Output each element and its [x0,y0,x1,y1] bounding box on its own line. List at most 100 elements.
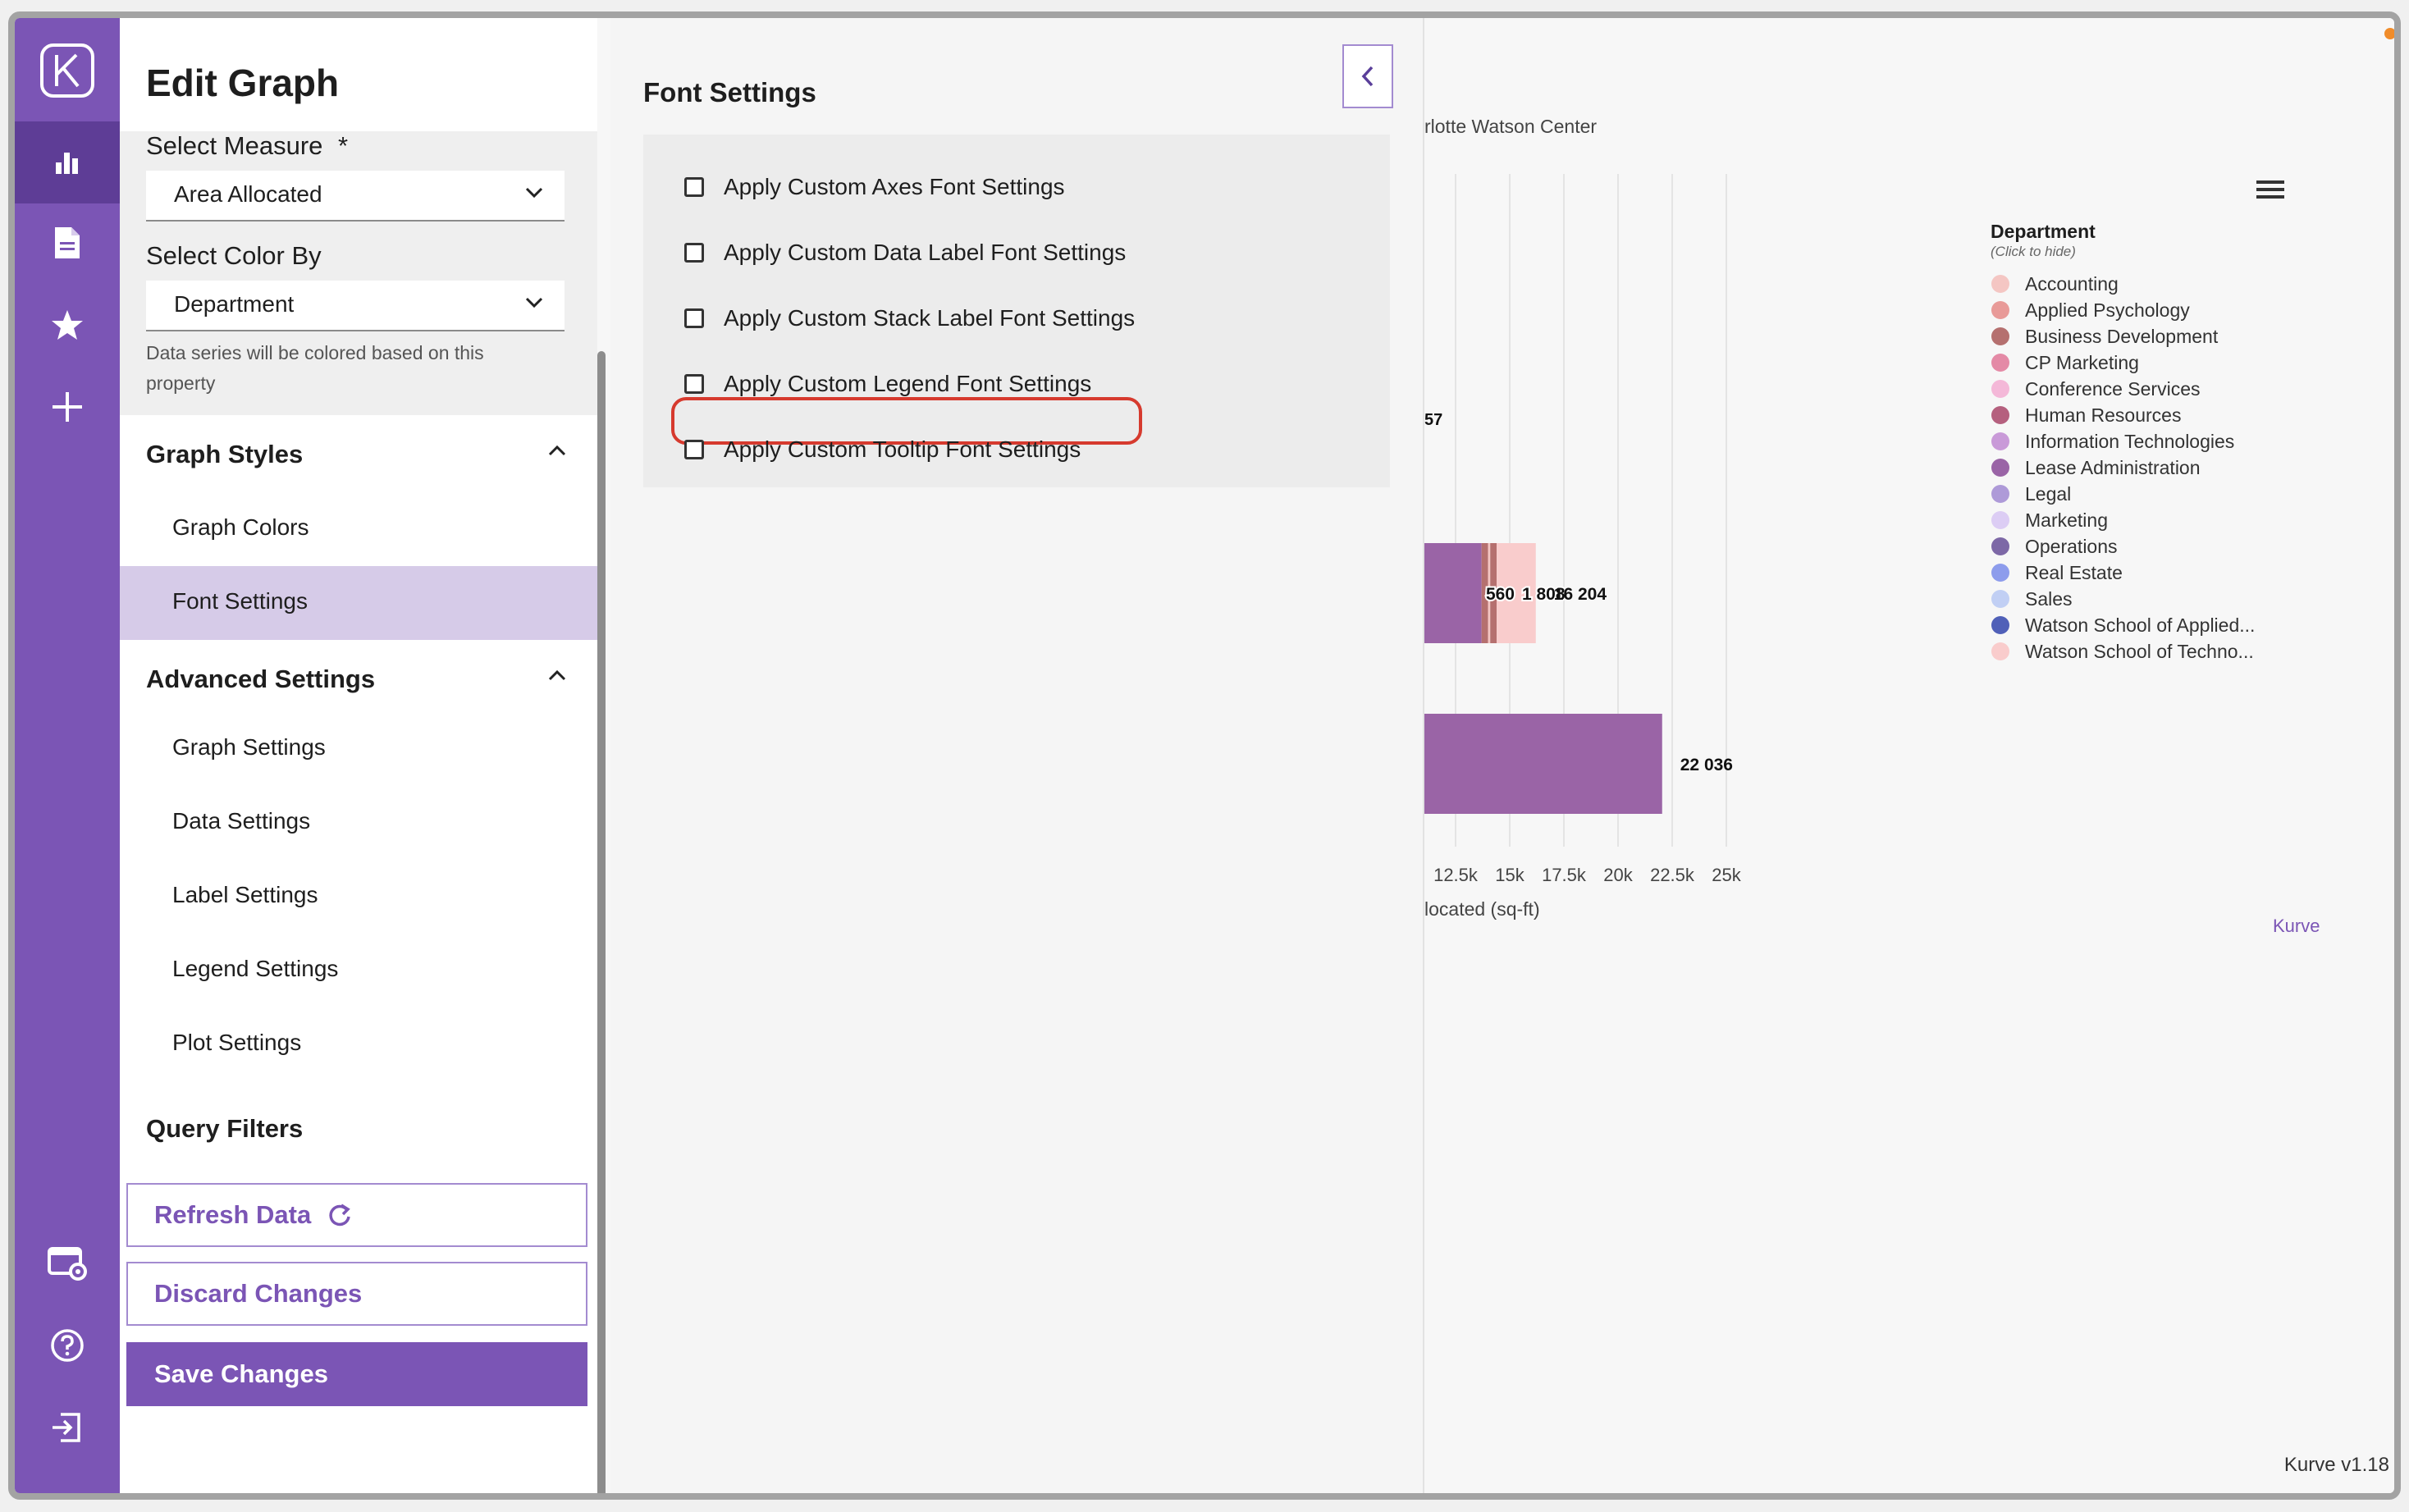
legend-font-checkbox[interactable] [684,374,704,394]
color-by-select[interactable]: Department [146,281,565,331]
nav-legend-settings-label: Legend Settings [172,956,339,981]
legend-swatch [1991,564,2009,582]
query-filters-header[interactable]: Query Filters [146,1114,304,1143]
legend-item[interactable]: Human Resources [1991,404,2181,426]
option-data-label-font[interactable]: Apply Custom Data Label Font Settings [684,236,1126,269]
legend-subtitle: (Click to hide) [1991,244,2076,259]
document-icon[interactable] [41,217,94,269]
help-icon[interactable] [41,1319,94,1372]
x-tick-label: 15k [1495,865,1524,885]
option-legend-font[interactable]: Apply Custom Legend Font Settings [684,368,1091,400]
stack-total-label: 22 036 [1680,756,1733,774]
legend-swatch [1991,327,2009,345]
legend-item[interactable]: Legal [1991,483,2071,505]
chevron-up-icon[interactable] [548,669,566,685]
legend-item[interactable]: Applied Psychology [1991,299,2190,321]
advanced-settings-section: Advanced Settings Graph Settings Data Se… [120,640,597,1099]
chart-legend: Accounting Applied Psychology Business Dev… [1991,273,2255,662]
option-tooltip-font[interactable]: Apply Custom Tooltip Font Settings [684,433,1081,466]
legend-item[interactable]: Accounting [1991,273,2119,295]
bar-segment[interactable] [1424,714,1662,814]
logout-icon[interactable] [41,1401,94,1454]
stack-total-label: 16 204 [1554,585,1607,604]
legend-swatch [1991,511,2009,529]
refresh-data-button[interactable]: Refresh Data [126,1183,587,1247]
legend-item[interactable]: Conference Services [1991,378,2201,400]
measure-select[interactable]: Area Allocated [146,171,565,222]
nav-legend-settings[interactable]: Legend Settings [120,934,597,1007]
nav-data-settings[interactable]: Data Settings [120,786,597,860]
legend-item[interactable]: Business Development [1991,326,2219,347]
bar-segment[interactable] [1488,543,1491,643]
refresh-data-label: Refresh Data [154,1200,312,1229]
bar-segment[interactable] [1490,543,1497,643]
legend-item[interactable]: CP Marketing [1991,352,2139,373]
bar-segment[interactable] [1424,543,1482,643]
advanced-settings-header[interactable]: Advanced Settings [146,665,376,693]
legend-item-label: Business Development [2025,326,2219,347]
axes-font-checkbox[interactable] [684,177,704,197]
nav-label-settings[interactable]: Label Settings [120,860,597,934]
hamburger-menu-icon[interactable] [2256,180,2284,199]
font-settings-title: Font Settings [643,77,816,107]
data-label-font-label: Apply Custom Data Label Font Settings [724,240,1127,265]
chart-credit[interactable]: Kurve [2273,916,2320,936]
legend-item[interactable]: Operations [1991,536,2118,557]
stack-label-font-checkbox[interactable] [684,308,704,328]
bar-segment[interactable] [1497,543,1536,643]
legend-item[interactable]: Real Estate [1991,562,2123,583]
edit-panel-scrollbar[interactable] [597,351,606,1493]
legend-title: Department [1991,221,2096,242]
x-tick-label: 12.5k [1433,865,1479,885]
nav-data-settings-label: Data Settings [172,808,311,834]
status-dot [2384,28,2394,39]
legend-swatch [1991,432,2009,450]
collapse-panel-button[interactable] [1342,44,1393,108]
nav-plot-settings[interactable]: Plot Settings [120,1007,597,1081]
legend-item[interactable]: Watson School of Applied... [1991,614,2255,636]
option-axes-font[interactable]: Apply Custom Axes Font Settings [684,171,1065,203]
nav-font-settings[interactable]: Font Settings [120,566,597,640]
chevron-up-icon[interactable] [548,445,566,460]
chart-subtitle-fragment: rlotte Watson Center [1424,116,1597,137]
graph-styles-header[interactable]: Graph Styles [146,440,304,468]
legend-swatch [1991,406,2009,424]
legend-item[interactable]: Sales [1991,588,2073,610]
legend-item[interactable]: Information Technologies [1991,431,2234,452]
legend-item-label: CP Marketing [2025,352,2139,373]
legend-item-label: Conference Services [2025,378,2201,400]
segment-data-label: 560 [1486,585,1515,604]
legend-item[interactable]: Lease Administration [1991,457,2201,478]
chevron-left-icon [1361,66,1374,87]
legend-swatch [1991,537,2009,555]
save-changes-button[interactable]: Save Changes [126,1342,587,1406]
discard-changes-label: Discard Changes [154,1279,363,1308]
legend-item[interactable]: Marketing [1991,509,2108,531]
icon-rail [15,18,120,1493]
nav-graph-settings[interactable]: Graph Settings [120,712,597,786]
plus-icon[interactable] [41,381,94,433]
legend-item[interactable]: Watson School of Techno... [1991,641,2254,662]
legend-item-label: Human Resources [2025,404,2181,426]
tooltip-font-checkbox[interactable] [684,440,704,459]
x-tick-label: 17.5k [1542,865,1587,885]
legend-swatch [1991,616,2009,634]
star-icon[interactable] [41,299,94,351]
bar-chart-icon[interactable] [41,136,94,189]
chevron-down-icon [525,297,543,313]
dashboard-settings-icon[interactable] [41,1237,94,1290]
data-label-font-checkbox[interactable] [684,243,704,263]
nav-graph-colors[interactable]: Graph Colors [120,492,597,566]
kurve-logo-icon[interactable] [28,31,107,110]
option-stack-label-font[interactable]: Apply Custom Stack Label Font Settings [684,302,1135,335]
graph-styles-section: Graph Styles Graph Colors Font Settings [120,415,597,640]
nav-label-settings-label: Label Settings [172,882,318,907]
discard-changes-button[interactable]: Discard Changes [126,1262,587,1326]
bar-segment[interactable] [1481,543,1488,643]
legend-swatch [1991,275,2009,293]
partial-data-label: 57 [1424,411,1442,429]
chevron-down-icon [525,187,543,203]
legend-item-label: Watson School of Techno... [2025,641,2254,662]
